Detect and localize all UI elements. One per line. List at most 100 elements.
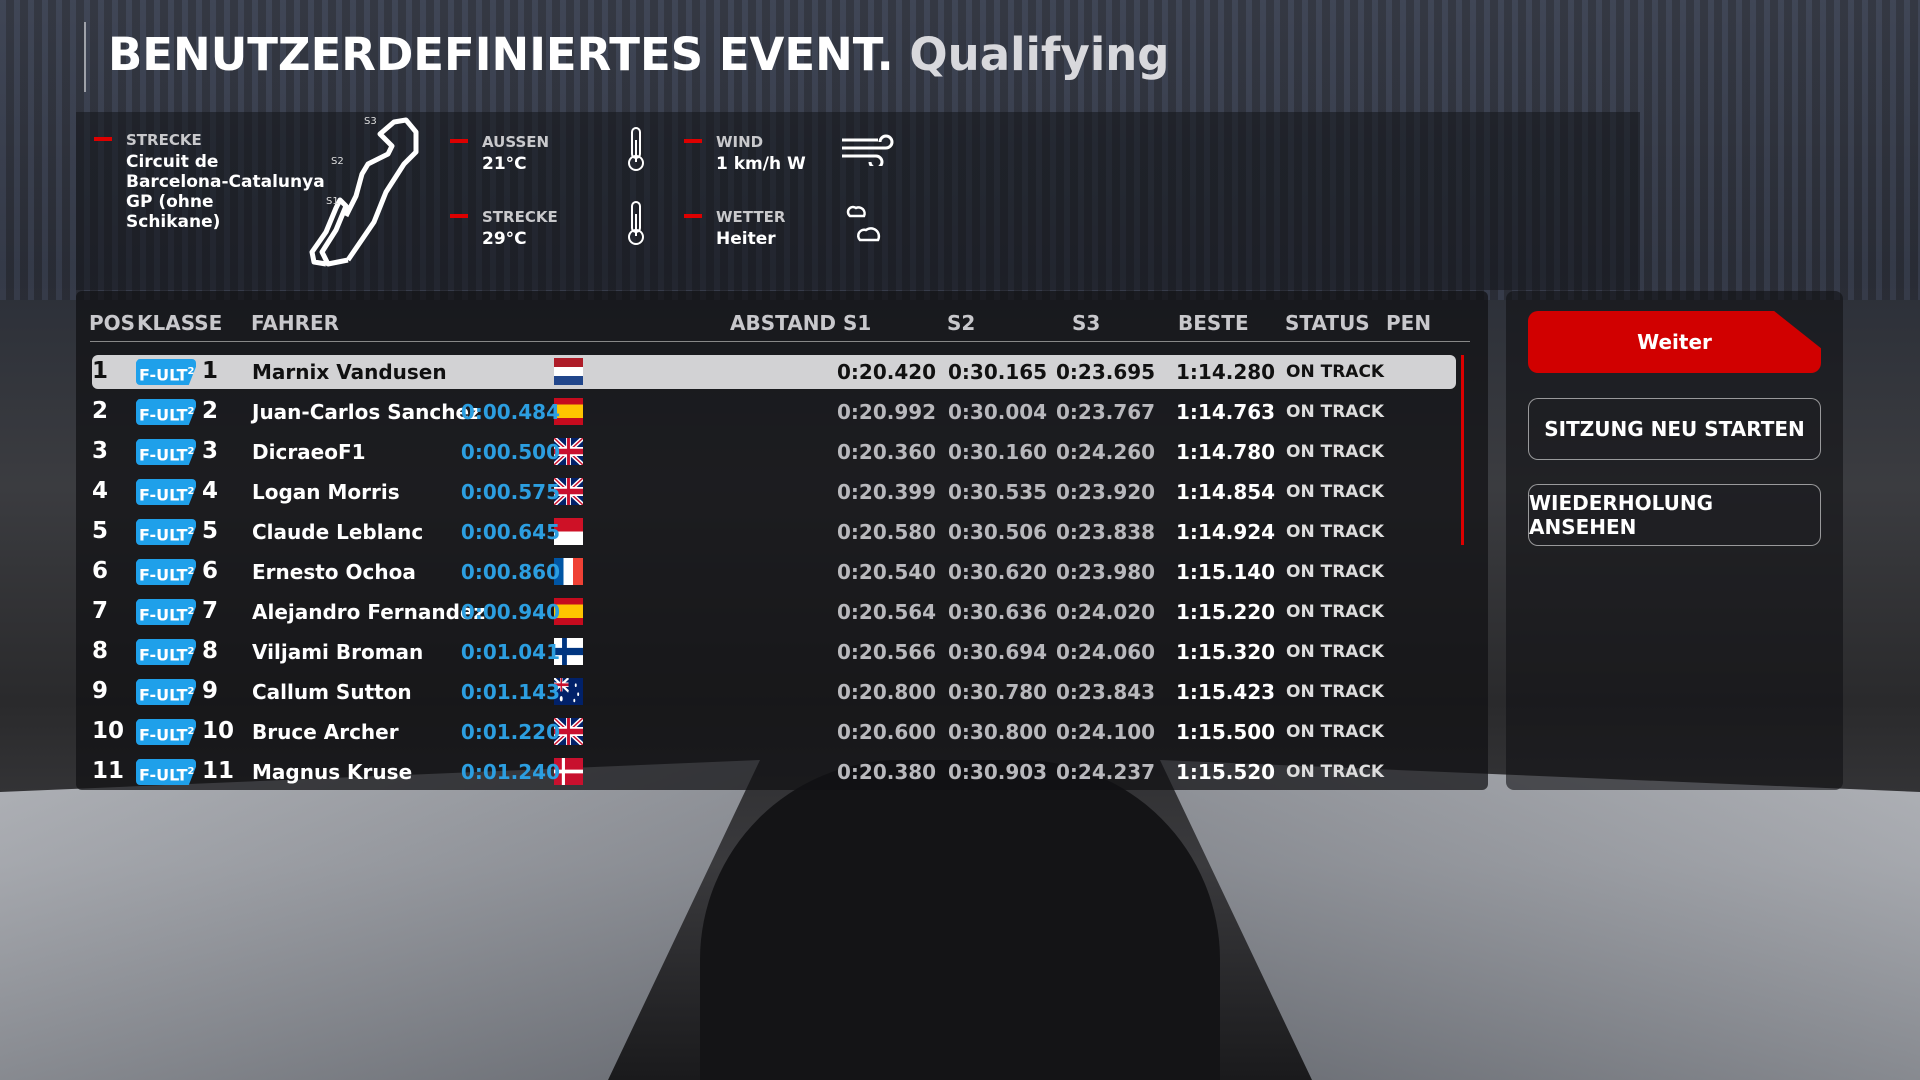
sector-3-time: 0:24.060: [1056, 640, 1156, 664]
gap: 0:00.500: [460, 440, 560, 464]
conditions-panel: STRECKE Circuit de Barcelona-Catalunya G…: [76, 112, 1640, 290]
header-s1: S1: [843, 311, 872, 335]
header-divider: [90, 341, 1470, 342]
sector-2-time: 0:30.636: [948, 600, 1048, 624]
scrollbar[interactable]: [1461, 355, 1464, 545]
sector-1-time: 0:20.420: [837, 360, 937, 384]
sector-3-time: 0:23.695: [1056, 360, 1156, 384]
sector-1-time: 0:20.540: [837, 560, 937, 584]
results-table: POS KLASSE FAHRER ABSTAND S1 S2 S3 BESTE…: [76, 291, 1488, 790]
sector-3-time: 0:24.100: [1056, 720, 1156, 744]
track-temp-label: STRECKE: [450, 208, 558, 226]
class-badge-sup: 2: [187, 566, 195, 577]
car-number: 7: [202, 598, 219, 624]
table-row[interactable]: 11 F-ULT2 11 Magnus Kruse 0:01.240 0:20.…: [92, 755, 1456, 789]
background-car-sidepod-right: [1160, 760, 1920, 1080]
class-badge-sup: 2: [187, 686, 195, 697]
sector-1-time: 0:20.992: [837, 400, 937, 424]
table-row[interactable]: 10 F-ULT2 10 Bruce Archer 0:01.220 0:20.…: [92, 715, 1456, 749]
class-badge-text: F-ULT: [139, 485, 188, 505]
page-title: BENUTZERDEFINIERTES EVENT. Qualifying: [108, 28, 1170, 81]
track-temp-value: 29°C: [482, 229, 527, 249]
flag-gb-icon: [554, 438, 583, 465]
best-lap: 1:15.423: [1176, 680, 1276, 704]
flag-es-icon: [554, 598, 583, 625]
background-car-sidepod-left: [0, 760, 760, 1080]
status: ON TRACK: [1286, 442, 1385, 462]
driver-name: DicraeoF1: [252, 440, 366, 464]
table-row[interactable]: 1 F-ULT2 1 Marnix Vandusen 0:20.420 0:30…: [92, 355, 1456, 389]
gap: 0:01.220: [460, 720, 560, 744]
best-lap: 1:14.854: [1176, 480, 1276, 504]
driver-name: Alejandro Fernandez: [252, 600, 486, 624]
flag-es-icon: [554, 398, 583, 425]
status: ON TRACK: [1286, 762, 1385, 782]
wind-value: 1 km/h W: [716, 154, 806, 174]
event-title: BENUTZERDEFINIERTES EVENT.: [108, 28, 894, 81]
class-badge-text: F-ULT: [139, 605, 188, 625]
header-pos: POS: [89, 311, 136, 335]
sector-3-time: 0:23.767: [1056, 400, 1156, 424]
status: ON TRACK: [1286, 522, 1385, 542]
class-badge-sup: 2: [187, 606, 195, 617]
position: 9: [92, 678, 109, 704]
position: 2: [92, 398, 109, 424]
table-row[interactable]: 6 F-ULT2 6 Ernesto Ochoa 0:00.860 0:20.5…: [92, 555, 1456, 589]
table-row[interactable]: 5 F-ULT2 5 Claude Leblanc 0:00.645 0:20.…: [92, 515, 1456, 549]
sector-2-label: S2: [331, 156, 344, 167]
gap: 0:01.143: [460, 680, 560, 704]
weather-value: Heiter: [716, 229, 776, 249]
watch-replay-button[interactable]: WIEDERHOLUNG ANSEHEN: [1528, 484, 1821, 546]
table-row[interactable]: 9 F-ULT2 9 Callum Sutton 0:01.143 0:20.8…: [92, 675, 1456, 709]
restart-session-button[interactable]: SITZUNG NEU STARTEN: [1528, 398, 1821, 460]
driver-name: Ernesto Ochoa: [252, 560, 416, 584]
class-badge-sup: 2: [187, 486, 195, 497]
sector-3-time: 0:24.260: [1056, 440, 1156, 464]
header-gap: ABSTAND: [730, 311, 837, 335]
table-row[interactable]: 4 F-ULT2 4 Logan Morris 0:00.575 0:20.39…: [92, 475, 1456, 509]
best-lap: 1:15.520: [1176, 760, 1276, 784]
position: 10: [92, 718, 125, 744]
car-number: 8: [202, 638, 219, 664]
position: 11: [92, 758, 125, 784]
class-badge: F-ULT2: [136, 679, 196, 705]
sector-2-time: 0:30.004: [948, 400, 1048, 424]
sector-3-time: 0:23.843: [1056, 680, 1156, 704]
flag-fr-icon: [554, 558, 583, 585]
table-row[interactable]: 3 F-ULT2 3 DicraeoF1 0:00.500 0:20.360 0…: [92, 435, 1456, 469]
flag-fi-icon: [554, 638, 583, 665]
class-badge-text: F-ULT: [139, 765, 188, 785]
header-status: STATUS: [1285, 311, 1370, 335]
position: 5: [92, 518, 109, 544]
car-number: 3: [202, 438, 219, 464]
header-best: BESTE: [1178, 311, 1249, 335]
sector-1-label: S1: [326, 196, 339, 207]
sector-3-time: 0:24.020: [1056, 600, 1156, 624]
air-temp-label: AUSSEN: [449, 133, 550, 151]
table-row[interactable]: 2 F-ULT2 2 Juan-Carlos Sanchez 0:00.484 …: [92, 395, 1456, 429]
car-number: 9: [202, 678, 219, 704]
track-name-line: Circuit de: [126, 152, 219, 172]
flag-nl-icon: [554, 358, 583, 385]
class-badge-text: F-ULT: [139, 525, 188, 545]
status: ON TRACK: [1286, 362, 1385, 382]
gap: 0:00.575: [460, 480, 560, 504]
car-number: 5: [202, 518, 219, 544]
continue-button[interactable]: Weiter: [1528, 311, 1821, 373]
car-number: 2: [202, 398, 219, 424]
car-number: 4: [202, 478, 219, 504]
class-badge-text: F-ULT: [139, 685, 188, 705]
table-row[interactable]: 7 F-ULT2 7 Alejandro Fernandez 0:00.940 …: [92, 595, 1456, 629]
table-row[interactable]: 8 F-ULT2 8 Viljami Broman 0:01.041 0:20.…: [92, 635, 1456, 669]
status: ON TRACK: [1286, 562, 1385, 582]
weather-label: WETTER: [683, 208, 786, 226]
status: ON TRACK: [1286, 602, 1385, 622]
class-badge: F-ULT2: [136, 719, 196, 745]
track-name-line: Schikane): [126, 212, 221, 232]
class-badge-text: F-ULT: [139, 565, 188, 585]
sector-2-time: 0:30.903: [948, 760, 1048, 784]
driver-name: Bruce Archer: [252, 720, 399, 744]
track-label: STRECKE: [94, 131, 202, 149]
driver-name: Claude Leblanc: [252, 520, 424, 544]
class-badge: F-ULT2: [136, 479, 196, 505]
